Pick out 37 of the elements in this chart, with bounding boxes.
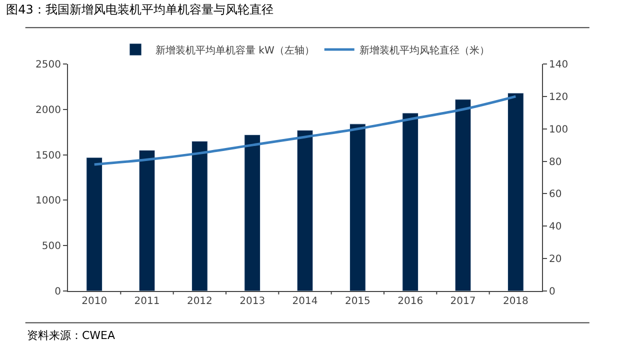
x-tick-label: 2010: [82, 296, 108, 307]
chart-title: 图43：我国新增风电装机平均单机容量与风轮直径: [6, 2, 274, 17]
y-tick-label: 1500: [36, 150, 61, 162]
x-tick-label: 2018: [502, 296, 528, 307]
y2-tick-label: 40: [549, 222, 562, 233]
x-tick-label: 2011: [134, 296, 160, 307]
y2-tick-label: 100: [549, 124, 568, 136]
bar: [402, 112, 418, 291]
y2-tick-label: 140: [549, 60, 568, 70]
y-tick-label: 2500: [36, 60, 61, 70]
legend-label: 新增装机平均风轮直径（米）: [359, 44, 490, 56]
bar: [244, 134, 260, 291]
y2-tick-label: 60: [549, 189, 562, 200]
line-series: [93, 95, 517, 166]
x-tick-label: 2015: [344, 296, 370, 307]
text: 资料来源：CWEA: [27, 329, 116, 342]
bar: [138, 150, 156, 291]
x-tick-label: 2014: [292, 296, 318, 307]
y-tick-label: 1000: [36, 196, 61, 207]
x-tick-label: 2013: [240, 296, 266, 307]
bar: [350, 124, 366, 291]
legend-label: 新增装机平均单机容量 kW（左轴）: [156, 44, 314, 56]
y2-tick-label: 20: [549, 254, 562, 266]
y-tick-label: 500: [42, 241, 61, 252]
y-tick-label: 0: [54, 286, 61, 298]
y-tick-label: 2000: [36, 104, 61, 116]
bar: [454, 99, 472, 291]
x-tick-label: 2017: [450, 296, 476, 307]
bar: [192, 140, 208, 291]
bar: [296, 130, 314, 291]
bar: [508, 92, 524, 291]
x-tick-label: 2016: [398, 296, 424, 307]
bar: [86, 157, 102, 291]
y2-tick-label: 0: [549, 286, 556, 298]
y2-tick-label: 120: [549, 92, 568, 103]
x-tick-label: 2012: [186, 296, 212, 307]
y2-tick-label: 80: [549, 156, 562, 168]
